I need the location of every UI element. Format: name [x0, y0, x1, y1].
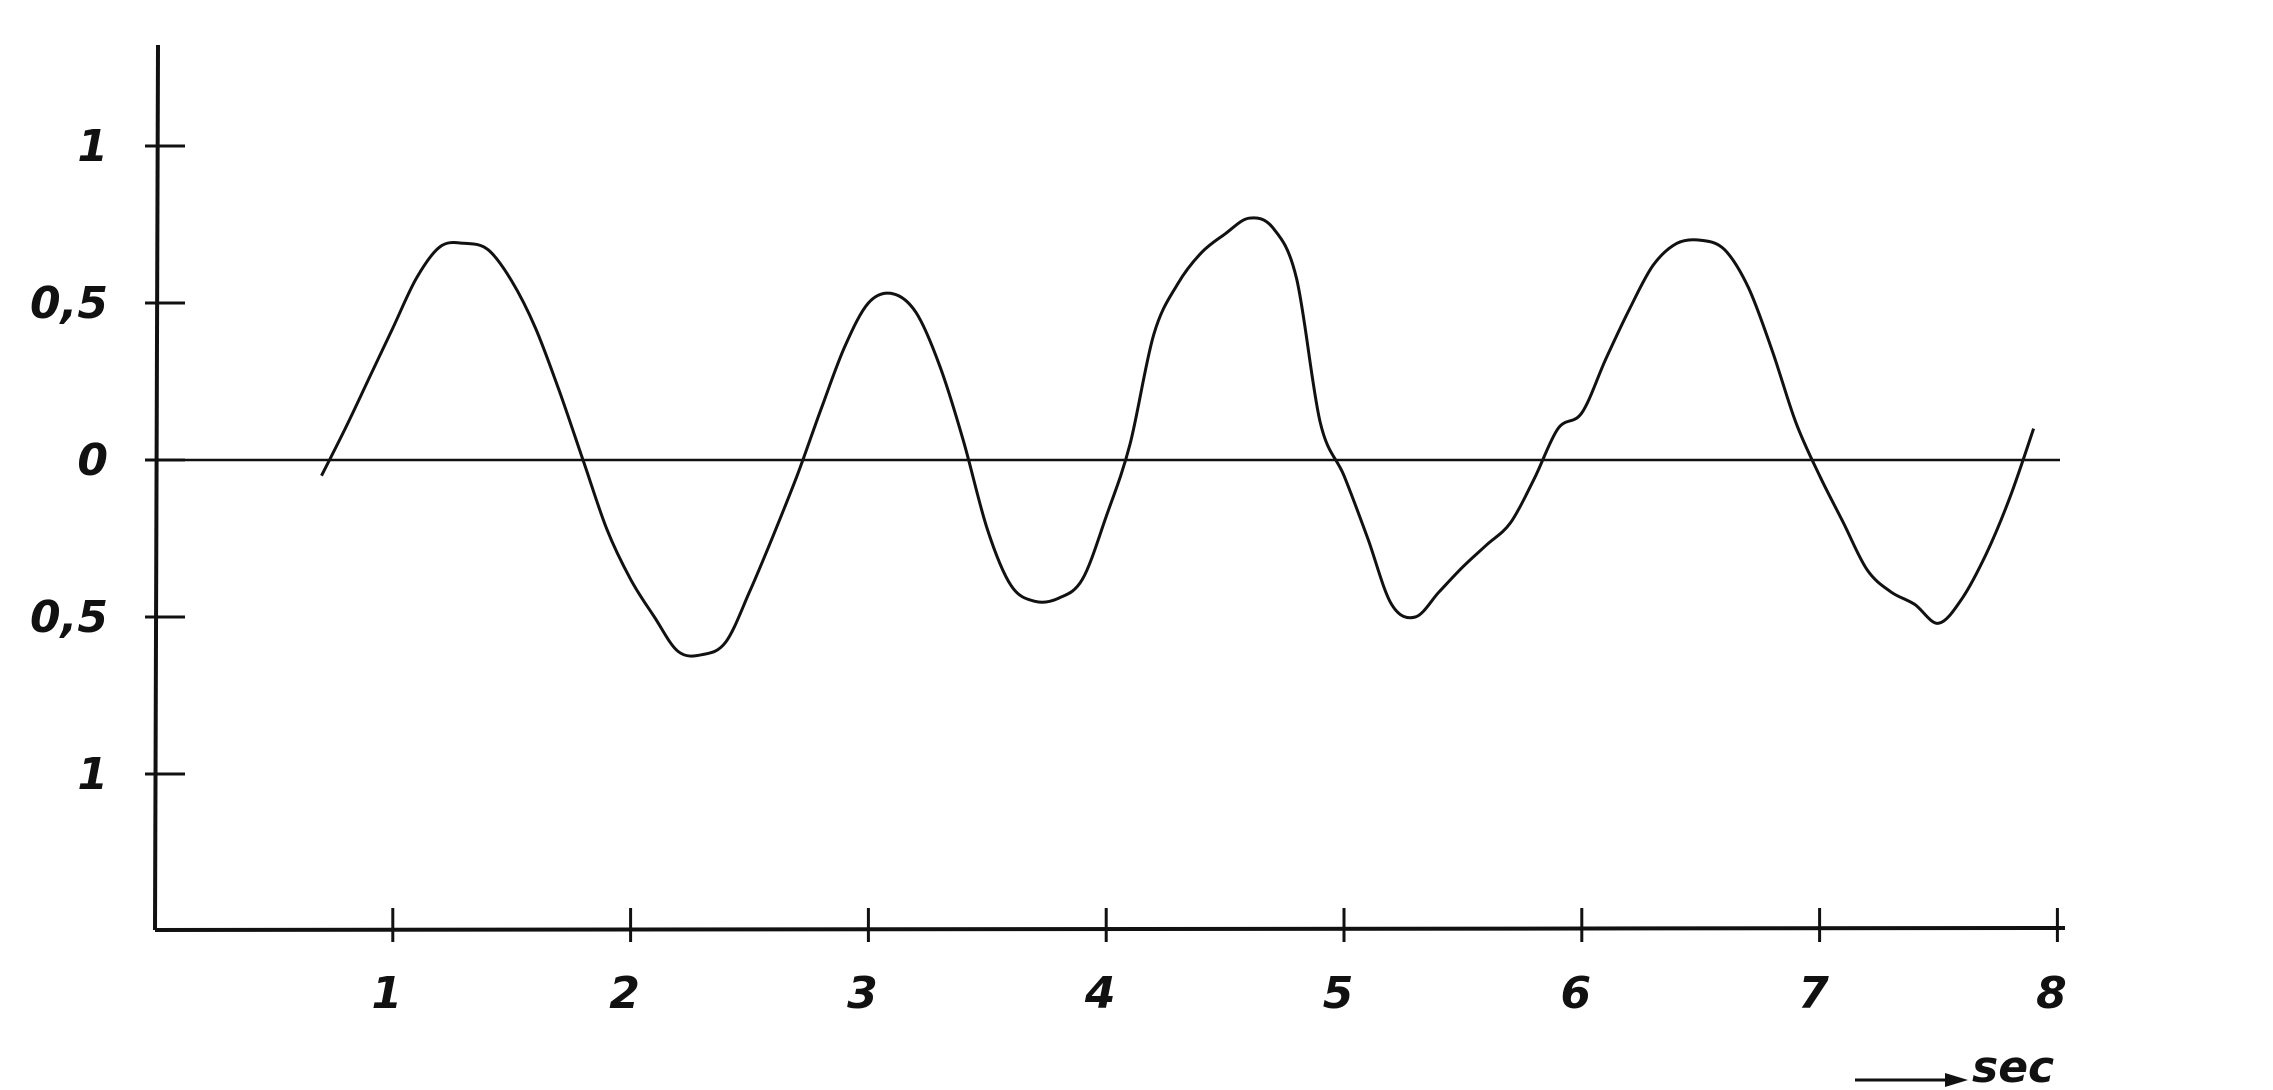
x-tick-label: 7 [1798, 968, 1829, 1019]
x-axis-label: sec [1972, 1042, 2054, 1090]
x-tick-label: 1 [371, 968, 402, 1019]
x-axis-ticks: 1 2 3 4 5 6 7 8 [371, 908, 2067, 1019]
y-tick-label: 0,5 [30, 278, 108, 329]
y-tick-label: 0 [77, 435, 108, 486]
x-tick-label: 5 [1323, 968, 1354, 1019]
x-tick-label: 8 [2036, 968, 2067, 1019]
series-line [320, 216, 2036, 658]
x-tick-label: 4 [1084, 968, 1116, 1019]
x-unit-arrowhead [1945, 1073, 1968, 1087]
y-axis [153, 44, 160, 931]
x-tick-label: 6 [1560, 968, 1591, 1019]
x-axis [154, 926, 2066, 932]
x-tick-label: 2 [609, 968, 640, 1019]
y-tick-label: 1 [77, 749, 108, 800]
x-tick-label: 3 [847, 968, 878, 1019]
y-axis-ticks: 1 0,5 0 0,5 1 [30, 121, 185, 800]
y-tick-label: 1 [77, 121, 108, 172]
y-tick-label: 0,5 [30, 592, 108, 643]
